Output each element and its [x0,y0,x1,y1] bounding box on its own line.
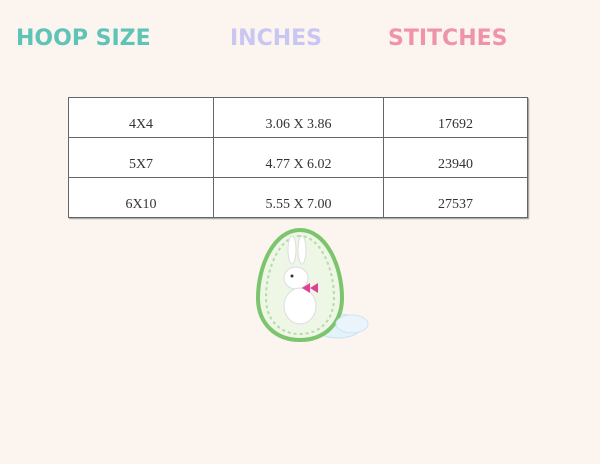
stitches-cell: 27537 [383,177,528,218]
stitches-cell: 23940 [383,137,528,178]
header-stitches: STITCHES [388,26,508,51]
inches-cell: 3.06 X 3.86 [213,97,384,138]
hoop-size-cell: 5X7 [68,137,214,178]
inches-cell: 4.77 X 6.02 [213,137,384,178]
hoop-size-cell: 6X10 [68,177,214,218]
header-inches: INCHES [230,26,323,51]
table-row: 4X4 3.06 X 3.86 17692 [68,97,528,138]
table-row: 6X10 5.55 X 7.00 27537 [68,177,528,218]
header-hoop-size: HOOP SIZE [16,26,151,51]
stitches-cell: 17692 [383,97,528,138]
inches-cell: 5.55 X 7.00 [213,177,384,218]
hoop-size-cell: 4X4 [68,97,214,138]
size-table: 4X4 3.06 X 3.86 17692 5X7 4.77 X 6.02 23… [68,97,528,218]
table-row: 5X7 4.77 X 6.02 23940 [68,137,528,178]
easter-egg-bunny-icon [255,227,369,343]
